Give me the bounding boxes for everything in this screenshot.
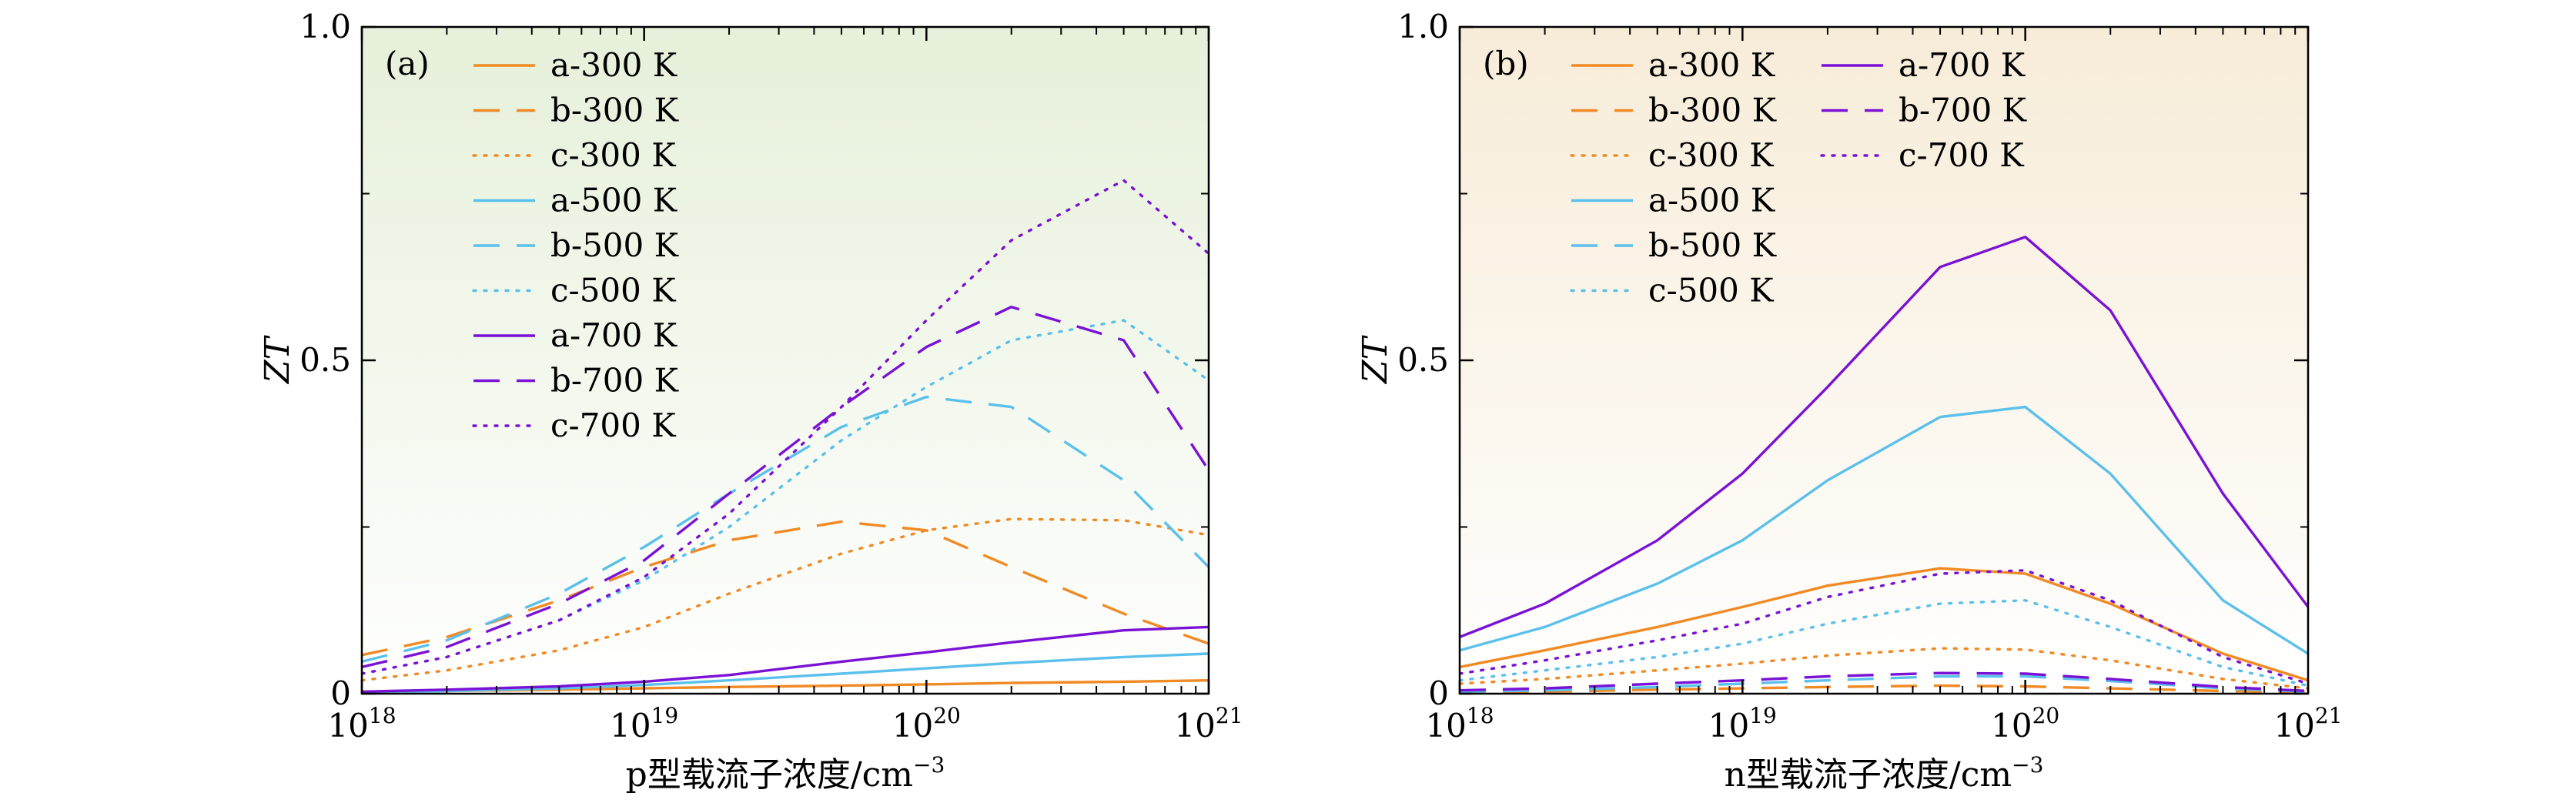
panel-b-series-line-5	[1460, 599, 2308, 688]
panel-a-series-line-4	[362, 395, 1209, 664]
panel-a-legend-label-8: c-700 K	[550, 407, 677, 444]
panel-b-plot-background	[1460, 27, 2308, 694]
panel-a-x-tick-base: 10	[1174, 707, 1215, 744]
panel-b-y-tick-label: 0.5	[1397, 341, 1449, 379]
panel-a-x-tick-exponent: 19	[651, 703, 679, 728]
panel-b-x-tick-base: 10	[1425, 707, 1466, 744]
panel-b-x-axis-label: n型载流子浓度/cm−3	[1725, 752, 2044, 795]
panel-b-x-axis-label-sup: −3	[2012, 752, 2043, 778]
panel-b-x-tick-label: 1018	[1425, 703, 1494, 744]
panel-b-legend-label-1: b-300 K	[1648, 92, 1778, 129]
panel-a-y-tick-label: 0.5	[299, 341, 351, 379]
panel-b-x-tick-exponent: 18	[1467, 703, 1494, 728]
panel-b-legend-label-6: a-700 K	[1899, 46, 2026, 84]
panel-b-series-group	[1460, 236, 2308, 694]
panel-b-legend: a-300 K b-300 K c-300 K a-500 K b-500 K c-500…	[1570, 46, 2028, 309]
panel-b-legend-label-2: c-300 K	[1648, 136, 1775, 174]
panel-b-series-line-8	[1460, 569, 2308, 685]
panel-b-x-tick-base: 10	[1708, 707, 1749, 744]
panel-b-series-line-3	[1460, 405, 2308, 655]
panel-b-x-tick-base: 10	[1991, 707, 2032, 744]
panel-b-series-line-6	[1460, 236, 2308, 638]
panel-a-series-line-7	[362, 306, 1209, 669]
panel-a-x-tick-base: 10	[892, 707, 933, 744]
panel-b-y-tick-label: 0	[1428, 674, 1449, 712]
panel-a-x-axis-label-sup: −3	[913, 752, 945, 778]
panel-a-x-tick-base: 10	[327, 707, 368, 744]
panel-b-legend-label-8: c-700 K	[1899, 136, 2025, 174]
panel-a-x-axis-label-main: p型载流子浓度/cm	[626, 755, 913, 795]
panel-a-x-tick-label: 1019	[610, 703, 678, 744]
panel-a-x-tick-exponent: 18	[369, 703, 396, 728]
panel-b-series-line-7	[1460, 671, 2308, 693]
panel-b-x-tick-exponent: 20	[2032, 703, 2060, 728]
panel-b-y-tick-label: 1.0	[1397, 8, 1449, 45]
panel-b-legend-label-0: a-300 K	[1648, 46, 1776, 84]
panel-a-series-line-6	[362, 625, 1209, 694]
panel-a-x-tick-label: 1018	[327, 703, 396, 744]
panel-a-series-line-8	[362, 179, 1209, 675]
panel-b-legend-label-5: c-500 K	[1648, 272, 1775, 309]
panel-b-x-tick-exponent: 19	[1749, 703, 1777, 728]
panel-a-series-line-1	[362, 520, 1209, 657]
panel-a-legend: a-300 K b-300 K c-300 K a-500 K b-500 K c-500…	[472, 46, 680, 444]
panel-a-y-tick-label: 1.0	[299, 8, 351, 45]
panel-a-legend-label-5: c-500 K	[550, 272, 677, 309]
panel-a-y-tick-label: 0	[330, 674, 351, 712]
panel-b-series-line-0	[1460, 567, 2308, 682]
panel-a-series-line-2	[362, 517, 1209, 682]
panel-a-legend-label-1: b-300 K	[550, 92, 680, 129]
panel-b-legend-label-4: b-500 K	[1648, 226, 1778, 264]
panel-b-x-axis-label-main: n型载流子浓度/cm	[1725, 755, 2012, 795]
panel-b-x-tick-exponent: 21	[2315, 703, 2343, 728]
panel-a-legend-label-3: a-500 K	[550, 182, 678, 219]
panel-a-series-line-3	[362, 652, 1209, 694]
panel-a-x-axis-label: p型载流子浓度/cm−3	[626, 752, 945, 795]
panel-b-legend-label-3: a-500 K	[1648, 182, 1776, 219]
panel-a-series-group	[362, 179, 1209, 694]
panel-a-plot-background	[362, 27, 1209, 694]
panel-a-x-tick-exponent: 20	[933, 703, 961, 728]
panel-b-series-line-2	[1460, 647, 2308, 690]
panel-b-x-tick-label: 1020	[1991, 703, 2059, 744]
panel-b-x-tick-base: 10	[2273, 707, 2314, 744]
panel-a-y-axis-label: ZT	[258, 334, 297, 385]
panel-b-label: (b)	[1483, 45, 1529, 82]
panel-a-label: (a)	[385, 45, 430, 82]
panel-a-legend-label-2: c-300 K	[550, 136, 677, 174]
panel-b-y-axis-label: ZT	[1356, 334, 1395, 385]
panel-b-legend-label-7: b-700 K	[1899, 92, 2028, 129]
panel-b-series-line-4	[1460, 674, 2308, 694]
panel-a-x-tick-exponent: 21	[1216, 703, 1243, 728]
panel-b-x-tick-label: 1021	[2273, 703, 2342, 744]
panel-a-x-tick-base: 10	[610, 707, 651, 744]
panel-b-series-line-1	[1460, 684, 2308, 694]
panel-a-legend-label-4: b-500 K	[550, 226, 680, 264]
panel-a-legend-label-7: b-700 K	[550, 362, 680, 400]
panel-a-x-tick-label: 1020	[892, 703, 961, 744]
panel-a-legend-label-0: a-300 K	[550, 46, 678, 84]
panel-b-x-tick-label: 1019	[1708, 703, 1777, 744]
panel-a-legend-label-6: a-700 K	[550, 316, 678, 354]
panel-a-x-tick-label: 1021	[1174, 703, 1243, 744]
